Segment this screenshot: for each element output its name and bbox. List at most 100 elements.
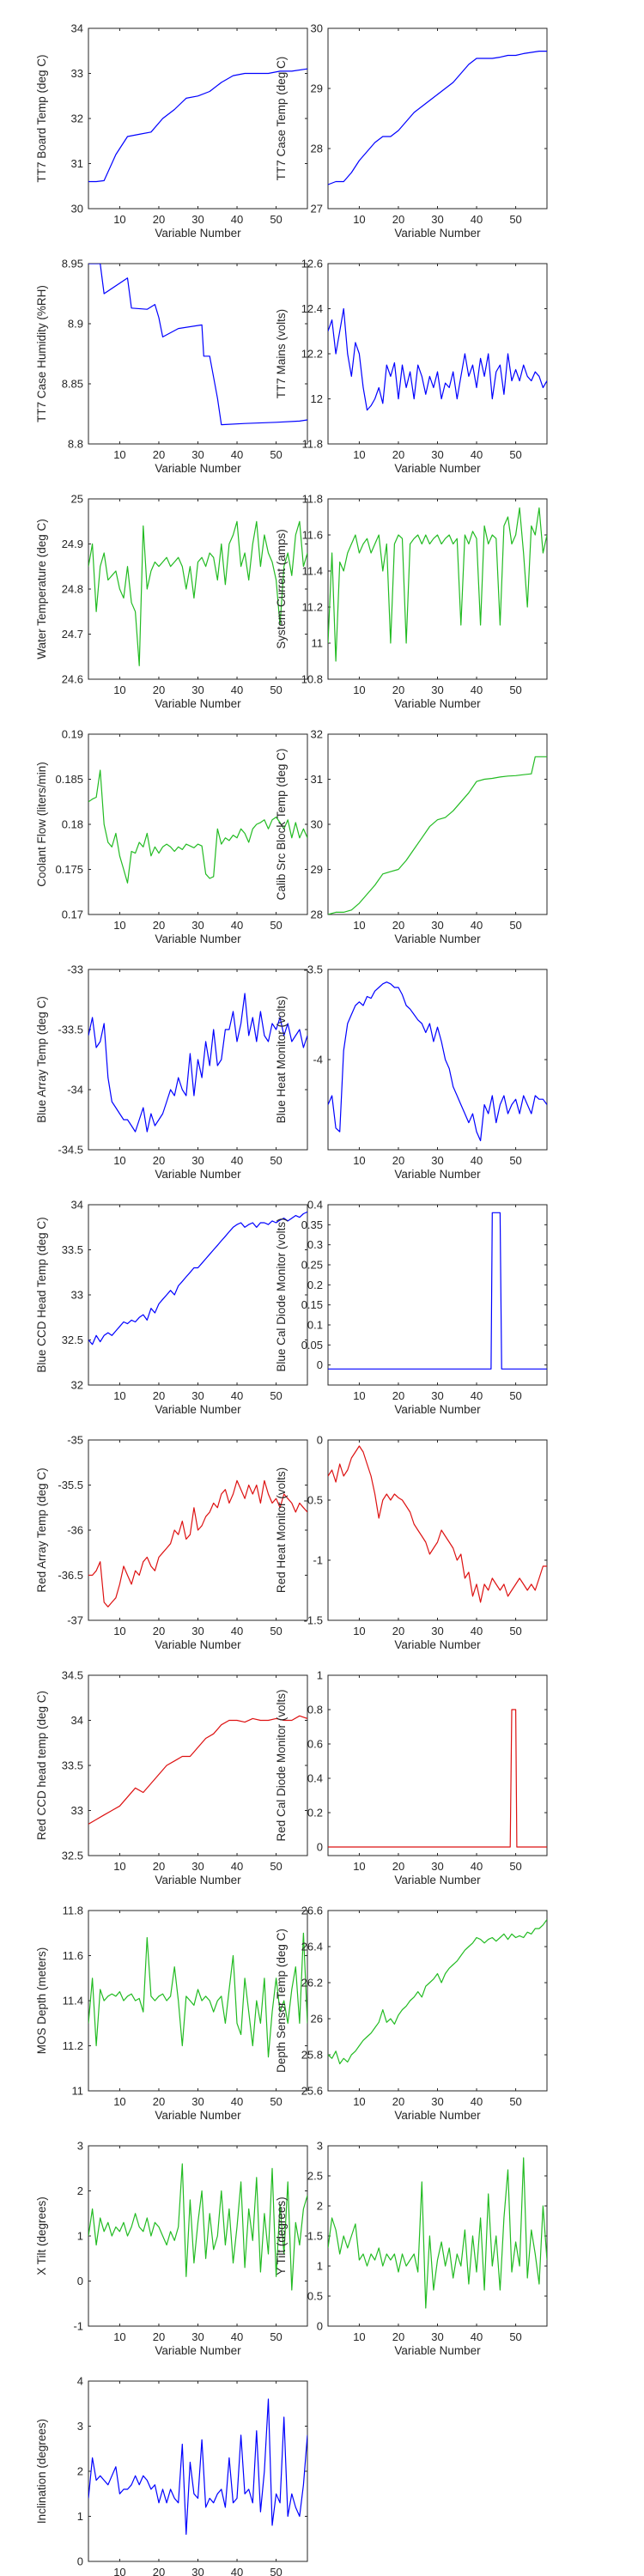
y-axis-label: TT7 Mains (volts)	[275, 309, 288, 398]
x-tick-label: 10	[353, 683, 365, 696]
x-tick-label: 20	[392, 1389, 404, 1402]
y-tick-label: 34	[71, 1714, 83, 1727]
x-axis-label: Variable Number	[394, 2109, 481, 2122]
series-line	[328, 307, 547, 411]
x-tick-label: 10	[353, 1389, 365, 1402]
x-tick-label: 50	[509, 1860, 521, 1873]
y-tick-label: 24.6	[62, 673, 83, 686]
y-tick-label: 2	[317, 2200, 323, 2213]
y-tick-label: 29	[311, 863, 323, 876]
chart-panel-6: 10 20 30 40 50 10.8 11 11.2 11.4 11.6 11.8 Variable…	[275, 493, 548, 710]
x-tick-label: 20	[392, 2095, 404, 2108]
y-tick-label: 11.2	[63, 2039, 83, 2052]
y-tick-label: 3	[77, 2420, 83, 2433]
x-tick-label: 30	[191, 1154, 204, 1167]
series-line	[328, 756, 547, 914]
x-tick-label: 10	[353, 1625, 365, 1637]
y-tick-label: 0.15	[301, 1298, 323, 1311]
x-tick-label: 40	[471, 2095, 483, 2108]
x-tick-label: 20	[392, 1154, 404, 1167]
y-tick-label: -33.5	[58, 1024, 83, 1036]
y-axis-label: Red CCD head temp (deg C)	[35, 1691, 48, 1840]
x-tick-label: 40	[471, 683, 483, 696]
x-tick-label: 10	[353, 1860, 365, 1873]
y-tick-label: 27	[311, 203, 323, 216]
y-tick-label: 8.8	[68, 438, 83, 451]
y-tick-label: 32	[71, 1379, 83, 1392]
y-tick-label: 30	[311, 22, 323, 35]
chart-panel-8: 10 20 30 40 50 28 29 30 31 32 Variable Number Calib…	[275, 728, 548, 945]
y-tick-label: 33.5	[62, 1759, 83, 1772]
y-tick-label: 26.6	[301, 1905, 323, 1917]
chart-panel-9: 10 20 30 40 50 -34.5 -34 -33.5 -33 Variable Numbe…	[35, 963, 308, 1181]
chart-panel-12: 10 20 30 40 50 0 0.05 0.1 0.15 0.2 0.25 0.3 0.35 0.4 V…	[275, 1199, 548, 1416]
x-tick-label: 50	[509, 1389, 521, 1402]
plot-area	[88, 1910, 308, 2092]
x-axis-label: Variable Number	[155, 697, 241, 710]
x-tick-label: 30	[191, 2566, 204, 2576]
x-tick-label: 20	[392, 1625, 404, 1637]
x-tick-label: 20	[153, 2566, 165, 2576]
x-axis-label: Variable Number	[155, 2109, 241, 2122]
y-tick-label: -35	[67, 1434, 83, 1447]
x-tick-label: 50	[509, 919, 521, 932]
y-tick-label: 3	[317, 2140, 323, 2153]
x-tick-label: 30	[191, 2330, 204, 2343]
plot-area	[88, 733, 308, 915]
y-tick-label: 32.5	[62, 1334, 83, 1346]
x-axis-label: Variable Number	[155, 1638, 241, 1651]
x-tick-label: 30	[191, 1389, 204, 1402]
y-tick-label: 33.5	[62, 1243, 83, 1256]
x-axis-label: Variable Number	[155, 1874, 241, 1886]
y-tick-label: 11	[72, 2085, 84, 2098]
y-axis-label: Red Cal Diode Monitor (volts)	[275, 1689, 288, 1841]
x-tick-label: 30	[431, 213, 443, 226]
x-axis-label: Variable Number	[155, 933, 241, 945]
y-axis-label: Blue CCD Head Temp (deg C)	[35, 1217, 48, 1372]
x-tick-label: 40	[231, 683, 243, 696]
series-line	[328, 1212, 547, 1370]
y-axis-label: X Tilt (degrees)	[35, 2196, 48, 2275]
x-tick-label: 40	[471, 213, 483, 226]
x-axis-label: Variable Number	[394, 462, 481, 475]
chart-panel-4: 10 20 30 40 50 11.8 12 12.2 12.4 12.6 Variable Num…	[275, 258, 548, 475]
series-line	[88, 264, 307, 426]
y-tick-label: 0.8	[307, 1704, 323, 1716]
y-tick-label: -1	[313, 1554, 323, 1567]
y-tick-label: 12	[311, 392, 323, 405]
y-tick-label: 25.8	[301, 2049, 323, 2062]
x-tick-label: 40	[231, 2095, 243, 2108]
x-tick-label: 50	[270, 1860, 282, 1873]
x-tick-label: 20	[153, 1860, 165, 1873]
y-tick-label: 1.5	[307, 2230, 323, 2243]
x-tick-label: 40	[471, 1860, 483, 1873]
y-axis-label: Water Temperature (deg C)	[35, 519, 48, 659]
x-tick-label: 30	[191, 448, 204, 461]
y-tick-label: 31	[71, 157, 83, 170]
x-tick-label: 10	[113, 683, 125, 696]
y-tick-label: 0.1	[307, 1319, 323, 1332]
x-tick-label: 20	[153, 213, 165, 226]
x-tick-label: 20	[392, 683, 404, 696]
y-axis-label: MOS Depth (meters)	[35, 1947, 48, 2055]
x-tick-label: 30	[431, 1389, 443, 1402]
x-tick-label: 50	[270, 919, 282, 932]
y-axis-label: Blue Cal Diode Monitor (volts)	[275, 1218, 288, 1371]
x-tick-label: 30	[431, 683, 443, 696]
y-axis-label: TT7 Case Humidity (%RH)	[35, 285, 48, 422]
x-tick-label: 20	[153, 2095, 165, 2108]
y-tick-label: -33	[67, 963, 83, 976]
y-tick-label: 8.9	[68, 318, 83, 331]
x-tick-label: 50	[509, 448, 521, 461]
series-line	[88, 1479, 307, 1607]
x-tick-label: 40	[471, 2330, 483, 2343]
y-tick-label: 11.6	[63, 1949, 83, 1962]
series-line	[88, 2398, 307, 2536]
y-axis-label: Blue Heat Monitor (volts)	[275, 996, 288, 1124]
y-tick-label: 31	[311, 773, 323, 786]
y-tick-label: -1	[73, 2320, 83, 2333]
y-tick-label: -4	[313, 1054, 323, 1066]
plot-area	[327, 1204, 548, 1386]
